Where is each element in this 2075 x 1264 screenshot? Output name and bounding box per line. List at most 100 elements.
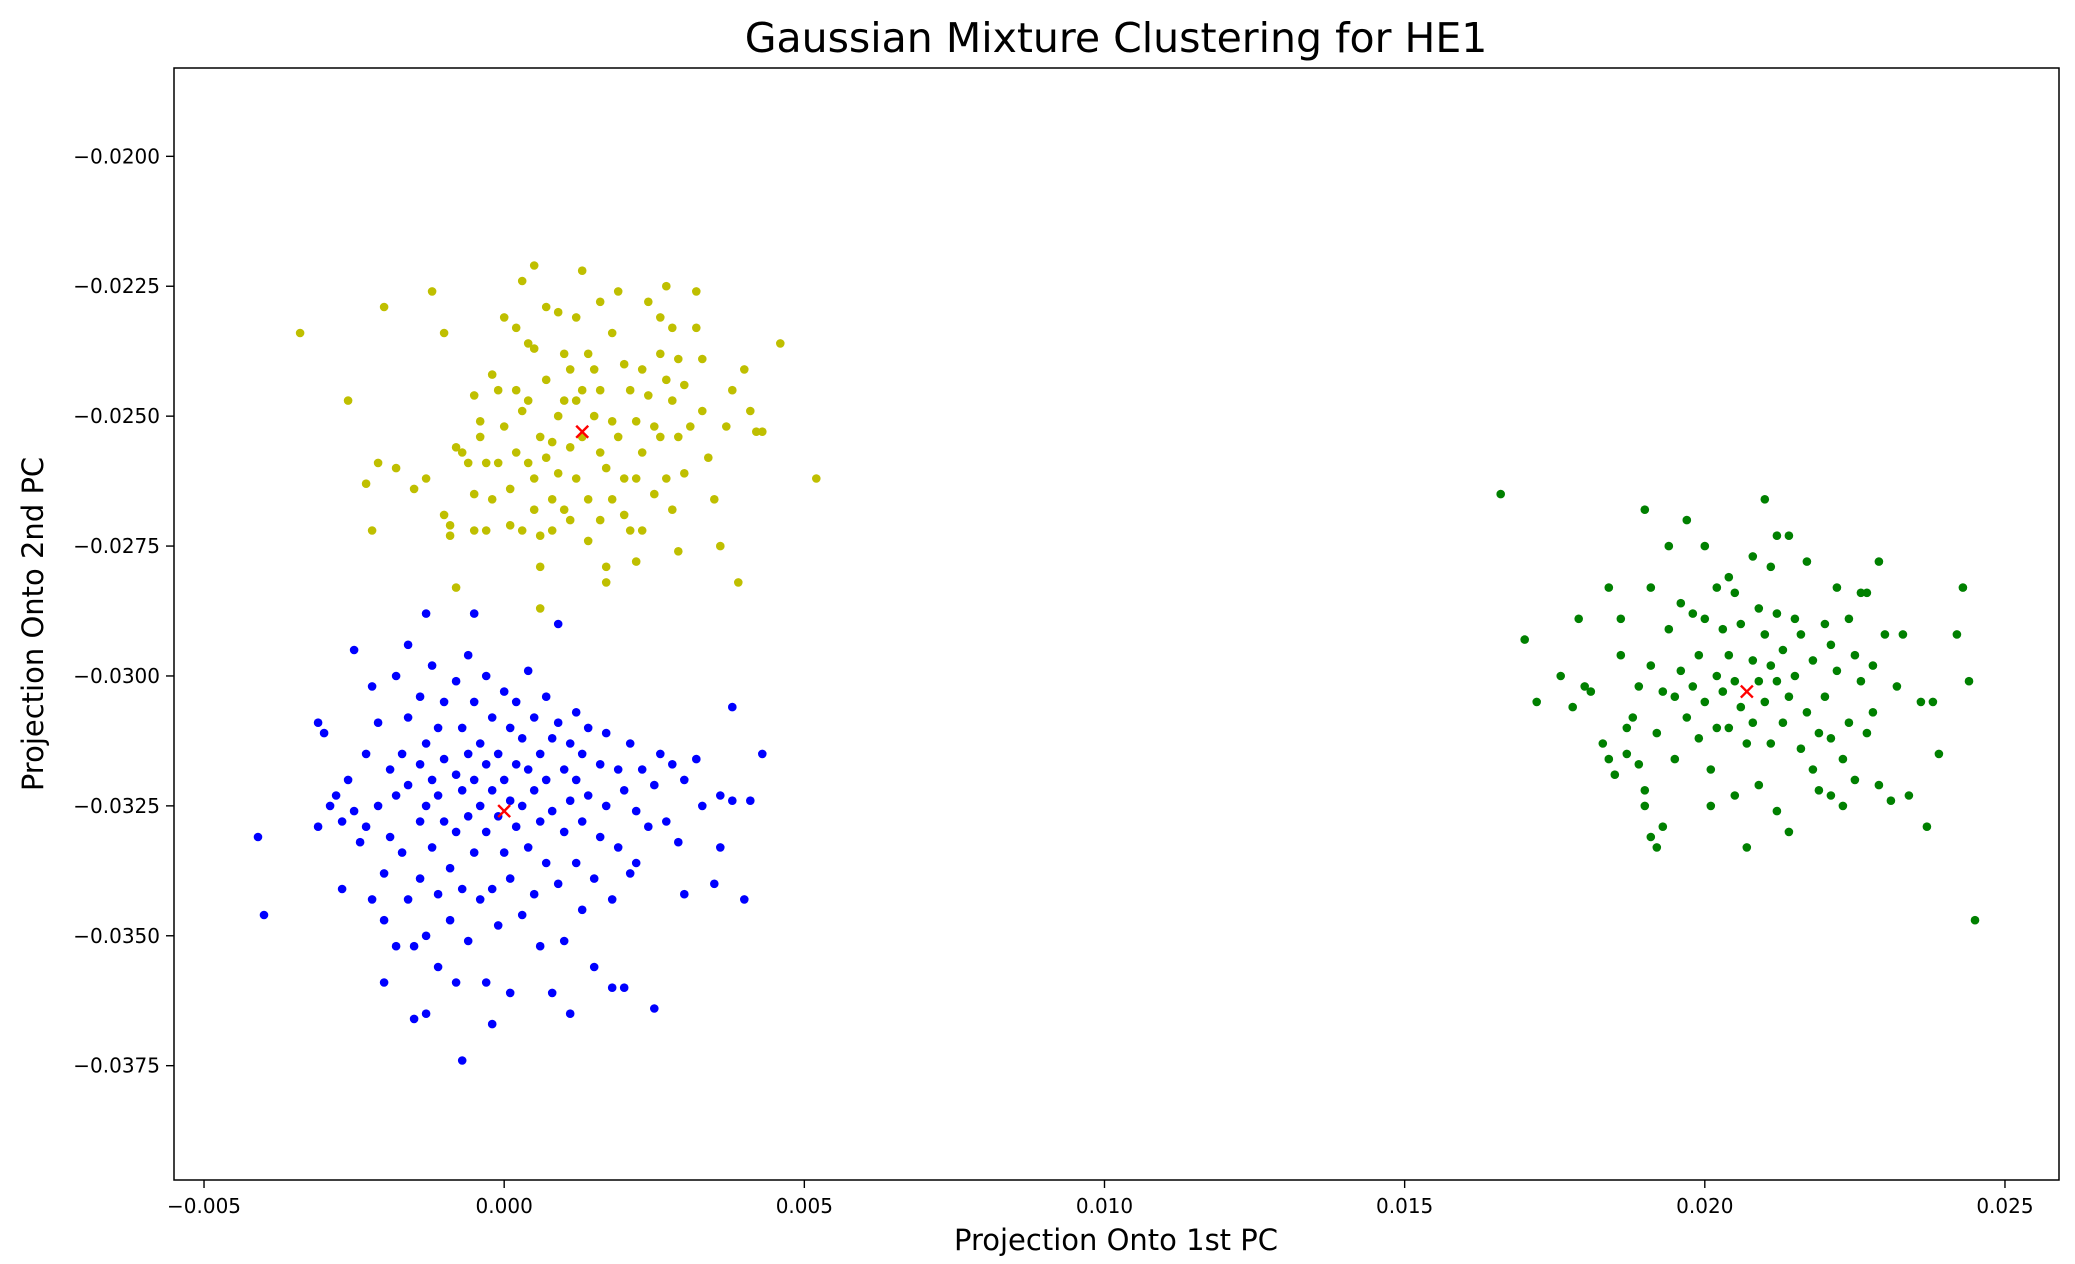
data-point-s0-112	[674, 354, 683, 364]
data-point-s0-79	[595, 515, 605, 525]
data-point-s0-122	[704, 453, 713, 463]
data-point-s1-44	[427, 661, 437, 670]
data-point-s1-2	[313, 718, 323, 727]
data-point-s1-13	[361, 749, 371, 759]
data-point-s0-10	[439, 328, 449, 338]
data-point-s2-92	[1820, 619, 1830, 629]
data-point-s0-104	[656, 349, 665, 359]
data-point-s0-61	[559, 505, 569, 514]
data-point-s1-157	[692, 754, 701, 764]
data-point-s1-117	[559, 765, 569, 774]
data-point-s0-133	[812, 474, 821, 483]
data-point-s2-125	[1970, 915, 1980, 925]
data-point-s2-109	[1868, 661, 1878, 670]
data-point-s0-7	[409, 484, 419, 494]
data-point-s1-18	[373, 801, 383, 811]
data-point-s2-19	[1640, 505, 1650, 514]
data-point-s0-77	[595, 297, 605, 307]
data-point-s1-96	[517, 910, 527, 920]
data-point-s1-37	[415, 817, 425, 826]
data-point-s0-92	[625, 526, 635, 535]
data-point-s1-146	[631, 858, 641, 868]
data-point-s1-5	[325, 801, 335, 811]
data-point-s2-107	[1862, 588, 1872, 598]
data-point-s2-50	[1718, 687, 1728, 696]
data-point-s0-35	[511, 385, 521, 395]
data-point-s2-36	[1682, 515, 1692, 525]
data-point-s0-43	[529, 261, 539, 270]
data-point-s1-16	[367, 895, 377, 904]
data-point-s0-115	[680, 380, 689, 390]
data-point-s1-50	[433, 962, 443, 972]
chart-title: Gaussian Mixture Clustering for HE1	[745, 14, 1488, 62]
data-point-s1-55	[445, 915, 455, 925]
data-point-s2-66	[1754, 780, 1764, 790]
data-point-s1-1	[259, 910, 269, 920]
data-point-s2-68	[1760, 630, 1770, 639]
data-point-s2-57	[1736, 619, 1746, 629]
data-point-s1-46	[427, 843, 437, 852]
data-point-s0-6	[391, 463, 401, 473]
data-point-s1-164	[740, 895, 749, 904]
data-point-s2-124	[1964, 676, 1974, 686]
data-point-s0-89	[619, 474, 629, 483]
data-point-s0-74	[589, 365, 599, 374]
data-point-s2-41	[1700, 541, 1710, 551]
data-point-s1-77	[481, 827, 491, 837]
data-point-s2-95	[1826, 734, 1836, 743]
data-point-s0-17	[463, 458, 473, 468]
data-point-s1-49	[433, 889, 443, 899]
data-point-s1-45	[427, 775, 437, 785]
data-point-s0-90	[619, 510, 629, 520]
data-point-s0-72	[583, 495, 593, 504]
data-point-s0-110	[668, 396, 677, 405]
data-point-s1-22	[385, 765, 395, 774]
data-point-s1-128	[577, 905, 587, 915]
data-point-s2-59	[1742, 739, 1752, 748]
data-point-s1-133	[595, 760, 605, 769]
data-point-s0-126	[728, 385, 737, 395]
x-axis-label: Projection Onto 1st PC	[954, 1223, 1278, 1257]
data-point-s0-47	[535, 531, 545, 540]
data-point-s0-73	[583, 536, 593, 546]
data-point-s2-99	[1838, 754, 1848, 764]
data-point-s0-34	[511, 323, 521, 333]
data-point-s1-160	[716, 791, 725, 800]
data-point-s0-52	[541, 453, 551, 463]
data-point-s1-10	[349, 645, 359, 655]
data-point-s2-75	[1772, 676, 1782, 686]
data-point-s0-19	[469, 489, 479, 499]
data-point-s2-120	[1928, 697, 1938, 707]
data-point-s1-27	[397, 749, 407, 759]
data-point-s0-9	[427, 287, 437, 296]
data-point-s0-0	[295, 328, 305, 338]
data-point-s1-94	[511, 760, 521, 769]
data-point-s2-47	[1712, 671, 1722, 681]
data-point-s2-23	[1646, 661, 1656, 670]
data-point-s0-121	[698, 406, 707, 416]
data-point-s1-85	[493, 921, 503, 930]
data-point-s1-60	[457, 723, 467, 733]
data-point-s0-125	[722, 422, 731, 431]
data-point-s0-21	[475, 417, 485, 426]
data-point-s0-85	[607, 495, 617, 504]
data-point-s0-12	[445, 521, 455, 530]
data-point-s2-25	[1652, 843, 1662, 852]
data-point-s2-21	[1640, 801, 1650, 811]
data-point-s1-56	[451, 676, 461, 686]
data-point-s0-113	[674, 432, 683, 442]
data-point-s1-110	[541, 858, 551, 868]
data-point-s2-32	[1670, 754, 1680, 764]
data-point-s2-73	[1772, 531, 1782, 540]
data-point-s0-36	[517, 276, 527, 286]
data-point-s2-112	[1874, 780, 1884, 790]
data-point-s1-35	[415, 692, 425, 701]
y-tick-label: −0.0200	[73, 144, 160, 168]
data-point-s2-97	[1832, 583, 1842, 592]
data-point-s1-28	[397, 848, 407, 857]
data-point-s0-46	[535, 432, 545, 442]
data-point-s2-63	[1748, 718, 1758, 727]
data-point-s0-39	[523, 339, 533, 348]
data-point-s1-132	[589, 962, 599, 972]
data-point-s1-69	[469, 697, 479, 707]
